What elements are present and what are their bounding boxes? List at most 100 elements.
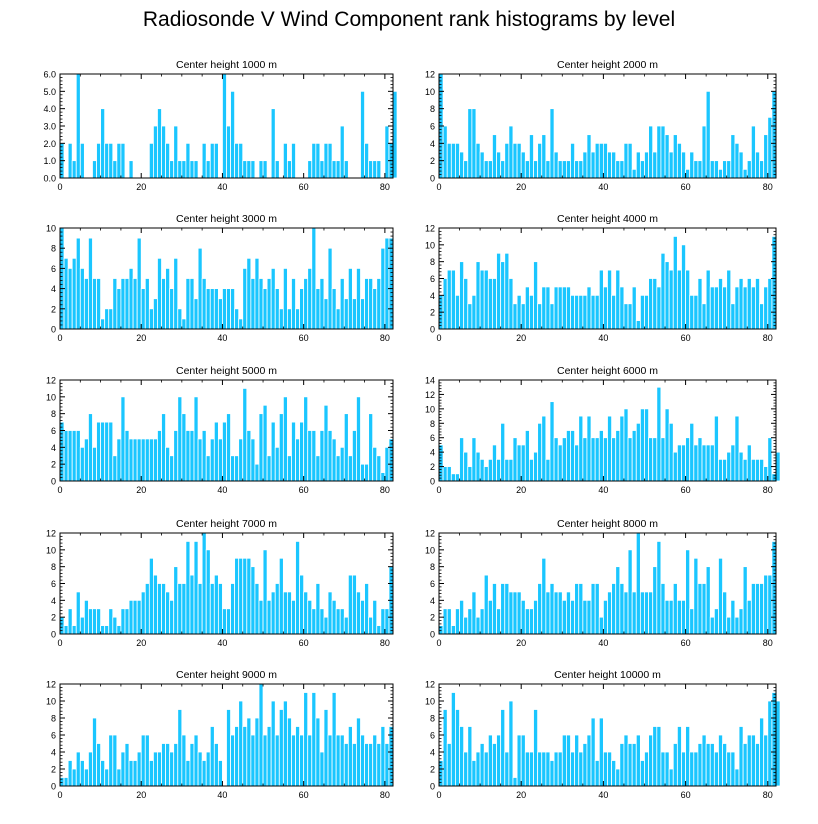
- y-tick-label: 0: [51, 782, 56, 792]
- bar: [755, 743, 760, 787]
- bar: [689, 422, 695, 482]
- bar: [537, 422, 543, 482]
- bar: [590, 437, 596, 482]
- bar: [230, 583, 236, 635]
- bar: [709, 444, 715, 482]
- figure-title: Radiosonde V Wind Component rank histogr…: [142, 8, 676, 31]
- panel-title: Center height 3000 m: [176, 213, 277, 225]
- bar: [274, 288, 280, 330]
- bar: [455, 473, 460, 482]
- bar: [545, 591, 551, 635]
- bar: [763, 734, 769, 787]
- bar: [459, 726, 465, 787]
- bar: [529, 751, 534, 787]
- bar: [79, 446, 85, 482]
- bar: [545, 458, 551, 482]
- bar: [185, 142, 191, 179]
- bar: [709, 286, 715, 330]
- bar: [331, 288, 337, 330]
- bar: [181, 734, 187, 787]
- bar: [120, 396, 126, 482]
- bar: [627, 303, 633, 330]
- bar: [537, 751, 543, 787]
- bar: [635, 532, 641, 635]
- bar: [307, 734, 313, 787]
- bar: [380, 472, 386, 482]
- bar: [92, 446, 97, 482]
- bar: [623, 303, 629, 330]
- bar: [701, 125, 707, 179]
- bar: [368, 616, 374, 635]
- bar: [664, 751, 670, 787]
- bar: [173, 257, 179, 330]
- bar: [128, 438, 134, 482]
- bar: [161, 125, 166, 179]
- bar: [730, 751, 736, 787]
- bar: [372, 599, 378, 635]
- bar: [586, 734, 592, 787]
- bar: [701, 303, 707, 330]
- bar: [446, 743, 452, 787]
- bar: [487, 734, 493, 787]
- bar: [718, 557, 723, 635]
- bar: [331, 692, 337, 787]
- bar: [234, 455, 240, 482]
- bar: [351, 743, 357, 787]
- bar: [524, 608, 530, 635]
- bar: [615, 768, 621, 787]
- bar: [303, 278, 309, 330]
- bar: [242, 388, 248, 482]
- bar: [681, 151, 686, 179]
- bar: [311, 142, 317, 179]
- bar: [351, 298, 357, 330]
- y-tick-label: 1.0: [43, 156, 56, 166]
- y-tick-label: 8: [51, 244, 56, 254]
- bar: [157, 583, 162, 635]
- bar: [619, 743, 625, 787]
- bar: [656, 386, 662, 482]
- bar: [582, 151, 588, 179]
- bar: [100, 421, 106, 482]
- bar: [718, 734, 723, 787]
- y-tick-label: 6: [430, 274, 435, 284]
- bar: [487, 458, 493, 482]
- bar: [92, 717, 97, 787]
- bar: [549, 108, 555, 179]
- bar: [128, 760, 134, 787]
- x-tick-label: 80: [380, 182, 390, 192]
- bar: [262, 160, 268, 179]
- bar: [217, 438, 223, 482]
- y-tick-label: 0: [51, 630, 56, 640]
- y-tick-label: 12: [46, 680, 56, 690]
- bar: [108, 734, 114, 787]
- bar: [672, 583, 678, 635]
- y-tick-label: 2: [430, 308, 435, 318]
- bar: [738, 608, 744, 635]
- bar: [479, 151, 485, 179]
- bar: [339, 608, 345, 635]
- bar: [512, 777, 518, 787]
- bar: [327, 247, 333, 330]
- bar: [664, 261, 670, 330]
- bar: [685, 437, 691, 482]
- bar: [767, 278, 773, 330]
- bar: [520, 303, 526, 330]
- bar: [132, 438, 138, 482]
- bar: [718, 168, 723, 179]
- bar: [71, 430, 77, 482]
- bar: [153, 574, 158, 635]
- bar: [500, 709, 506, 787]
- bar: [238, 142, 244, 179]
- bar: [771, 692, 777, 787]
- y-tick-label: 8: [430, 104, 435, 114]
- y-tick-label: 0: [430, 630, 435, 640]
- bar: [759, 458, 765, 482]
- bar: [319, 430, 325, 482]
- bar: [492, 444, 497, 482]
- bar: [508, 458, 514, 482]
- bar: [446, 608, 452, 635]
- bar: [590, 583, 596, 635]
- bar: [656, 125, 662, 179]
- bar: [718, 278, 723, 330]
- bar: [759, 717, 765, 787]
